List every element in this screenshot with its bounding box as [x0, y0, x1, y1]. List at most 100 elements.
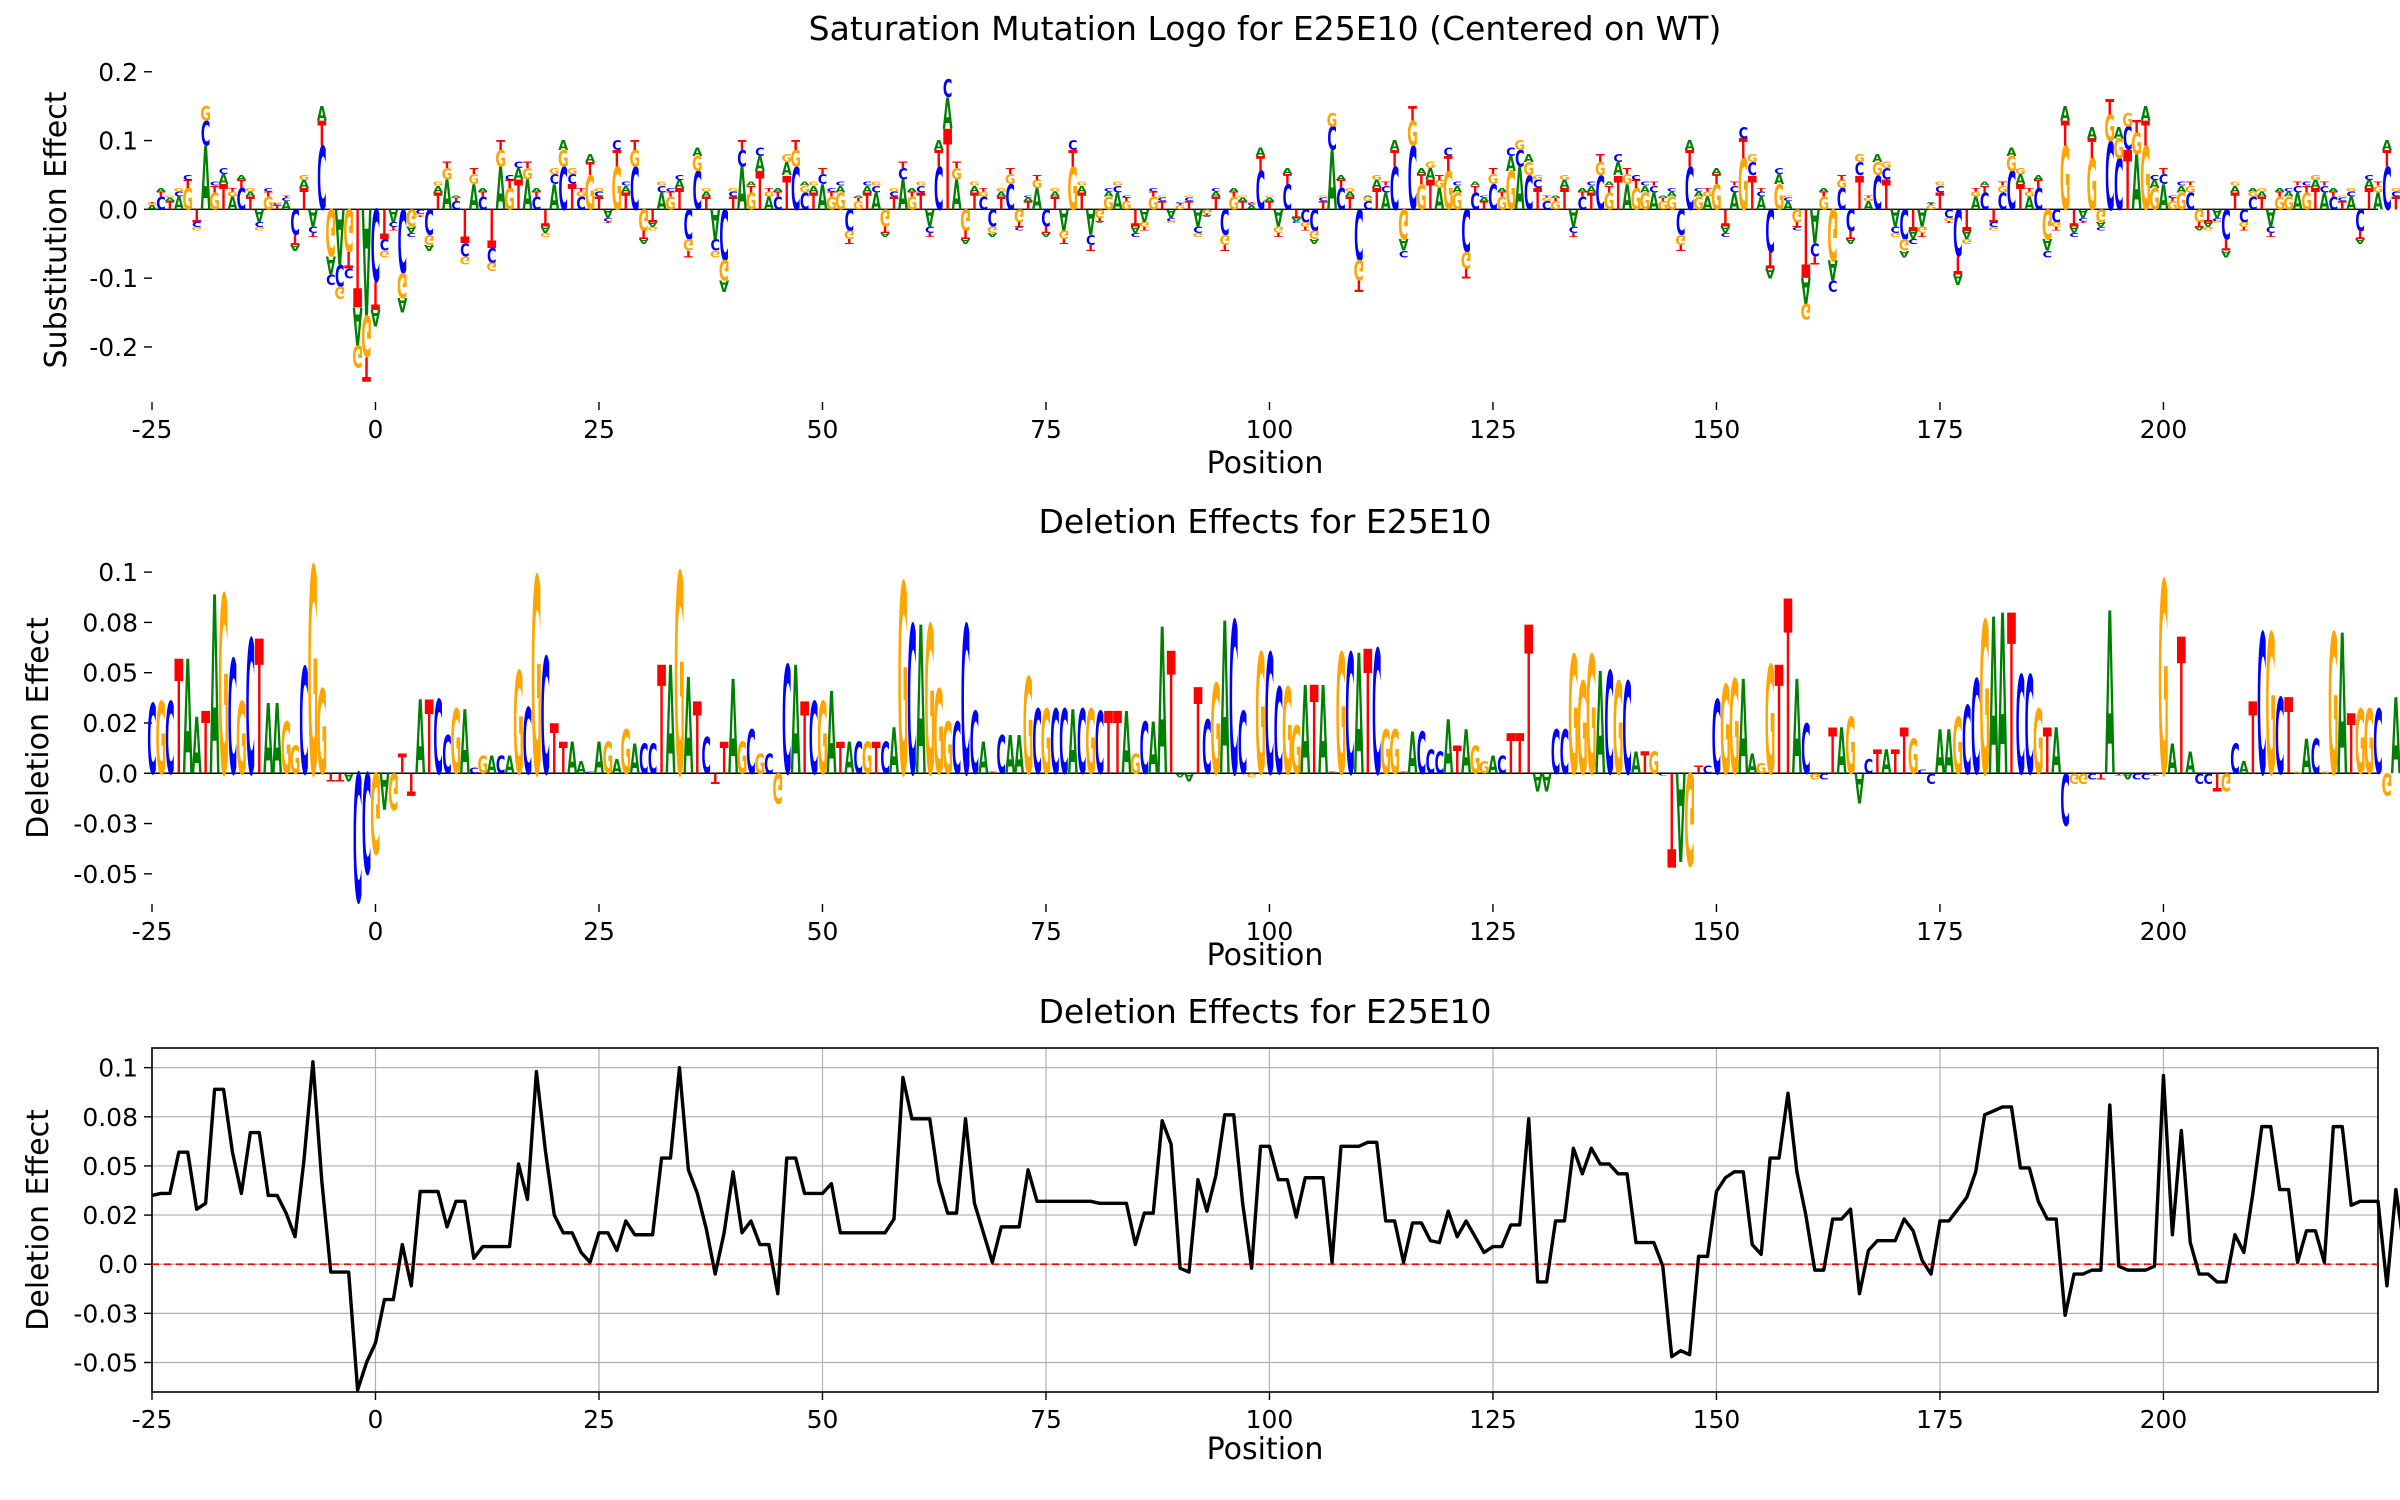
logo-letter: T	[1569, 231, 1578, 237]
logo-letter: G	[370, 747, 381, 876]
logo-letter: T	[684, 248, 693, 259]
x-tick-label: 125	[1469, 917, 1517, 946]
logo-letter: A	[1711, 166, 1722, 176]
y-tick-label: -0.2	[89, 333, 138, 362]
logo-letter: A	[2391, 676, 2400, 798]
y-axis-label: Deletion Effect	[21, 1109, 56, 1331]
logo-letter: A	[585, 152, 596, 165]
x-axis-label: Position	[1207, 446, 1324, 481]
logo-letter: T	[1006, 166, 1016, 176]
y-tick-label: -0.03	[73, 810, 138, 839]
logo-letter: A	[531, 188, 542, 193]
logo-letter: A	[487, 751, 497, 780]
logo-letter: T	[2186, 181, 2195, 187]
logo-letter: A	[1631, 746, 1641, 781]
logo-letter: T	[1354, 276, 1363, 294]
logo-letter: A	[1095, 220, 1106, 223]
x-tick-label: 50	[807, 1405, 839, 1434]
logo-letter: A	[1899, 248, 1909, 259]
logo-letter: A	[1819, 188, 1830, 193]
y-tick-label: 0.1	[98, 558, 138, 587]
x-tick-label: 25	[583, 917, 615, 946]
logo-letter: A	[1068, 692, 1078, 794]
logo-letter: G	[1783, 195, 1794, 198]
logo-letter: G	[969, 181, 980, 187]
logo-letter: A	[1935, 718, 1945, 789]
logo-letter: A	[2006, 146, 2016, 159]
logo-letter: G	[1649, 746, 1660, 781]
logo-letter: C	[246, 603, 255, 817]
logo-letter: G	[317, 668, 328, 802]
logo-letter: A	[1881, 743, 1891, 781]
logo-letter: A	[236, 175, 246, 182]
logo-letter: G	[1532, 175, 1543, 182]
logo-letter: C	[1452, 181, 1461, 187]
logo-letter: G	[1184, 195, 1195, 198]
logo-letter: C	[2177, 181, 2186, 187]
y-tick-label: 0.0	[98, 759, 138, 788]
logo-letter: G	[156, 681, 167, 797]
logo-letter: G	[513, 642, 524, 807]
logo-letter: A	[2382, 139, 2393, 154]
logo-letter: T	[1998, 181, 2007, 187]
logo-letter: G	[2337, 195, 2348, 198]
logo-letter: G	[1935, 181, 1946, 187]
logo-letter: A	[1443, 704, 1453, 792]
logo-letter: T	[952, 160, 961, 171]
logo-letter: C	[1587, 181, 1596, 187]
logo-letter: C	[2364, 175, 2373, 182]
logo-letter: A	[987, 231, 997, 237]
logo-letter: T	[1033, 175, 1042, 182]
logo-letter: C	[2043, 248, 2052, 259]
logo-letter: C	[612, 139, 621, 154]
logo-letter: C	[147, 685, 156, 797]
logo-letter: T	[1873, 743, 1882, 781]
logo-letter: T	[2025, 188, 2034, 193]
logo-letter: G	[379, 248, 390, 259]
logo-letter: G	[2310, 175, 2321, 182]
logo-letter: G	[996, 188, 1007, 193]
logo-letter: C	[1372, 615, 1381, 814]
logo-letter: A	[1765, 264, 1776, 279]
y-tick-label: 0.05	[82, 1152, 138, 1181]
logo-letter: C	[755, 146, 764, 159]
logo-letter: C	[2132, 771, 2142, 781]
y-tick-label: -0.05	[73, 860, 138, 889]
logo-letter: G	[871, 181, 882, 187]
x-tick-label: 175	[1916, 917, 1964, 946]
logo-letter: T	[2240, 226, 2249, 231]
logo-letter: A	[317, 103, 327, 126]
x-axis-label: Position	[1207, 1432, 1324, 1467]
logo-letter: A	[2051, 715, 2061, 788]
logo-letter: T	[398, 749, 407, 781]
logo-letter: C	[1059, 692, 1068, 794]
logo-letter: C	[433, 681, 442, 799]
logo-letter: T	[469, 166, 479, 176]
logo-letter: C	[1229, 578, 1238, 822]
logo-letter: T	[309, 231, 318, 237]
logo-letter: G	[916, 181, 927, 187]
logo-letter: A	[2141, 103, 2151, 126]
logo-letter: C	[836, 181, 845, 187]
x-tick-label: 50	[807, 917, 839, 946]
logo-letter: A	[1542, 767, 1552, 796]
y-tick-label: 0.0	[98, 195, 138, 224]
logo-letter: C	[1506, 146, 1515, 159]
logo-letter: G	[451, 692, 462, 794]
logo-letter: G	[2033, 692, 2044, 794]
logo-letter: A	[2337, 595, 2347, 819]
logo-letter: T	[845, 237, 854, 244]
logo-letter: G	[165, 195, 176, 198]
logo-letter: G	[594, 188, 605, 193]
logo-letter: G	[1854, 152, 1865, 165]
logo-letter: C	[1131, 231, 1140, 237]
logo-letter: A	[1309, 237, 1319, 244]
logo-letter: G	[1425, 160, 1436, 171]
logo-letter: C	[648, 737, 657, 784]
logo-letter: C	[1014, 226, 1023, 231]
logo-letter: T	[255, 603, 264, 817]
logo-letter: A	[1408, 719, 1418, 787]
logo-letter: A	[1524, 152, 1535, 165]
logo-letter: C	[2275, 676, 2284, 798]
logo-letter: A	[630, 737, 640, 784]
